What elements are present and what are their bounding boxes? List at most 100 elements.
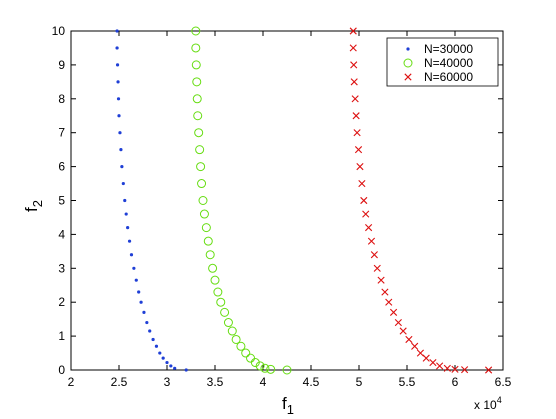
x-multiplier-base: x 10 — [474, 398, 497, 412]
data-point — [461, 366, 469, 374]
x-tick-label: 4.5 — [303, 375, 320, 389]
data-point — [411, 342, 419, 350]
data-point — [266, 364, 276, 374]
data-point — [216, 297, 226, 307]
data-point — [485, 366, 493, 374]
data-point — [389, 308, 398, 316]
data-point — [358, 179, 366, 188]
data-point — [223, 318, 233, 328]
data-point — [123, 198, 127, 203]
x-axis-label-main: f — [282, 394, 287, 413]
data-point — [350, 78, 358, 86]
data-point — [120, 165, 124, 169]
data-point — [195, 145, 205, 155]
data-point — [350, 61, 358, 69]
data-point — [199, 209, 209, 219]
data-point — [282, 365, 292, 375]
data-point — [381, 288, 389, 296]
data-point — [124, 212, 128, 216]
data-point — [365, 224, 373, 232]
data-point — [198, 196, 208, 205]
data-point — [451, 365, 459, 373]
data-point — [121, 181, 125, 186]
y-tick-label: 7 — [58, 126, 65, 140]
y-tick-label: 5 — [58, 194, 65, 208]
legend-box — [386, 37, 499, 87]
data-point — [351, 95, 359, 103]
data-point — [118, 131, 122, 135]
x-tick-label: 6.5 — [495, 375, 512, 389]
data-point — [197, 179, 207, 189]
data-point — [191, 26, 201, 36]
data-point — [367, 237, 376, 245]
data-point — [213, 287, 223, 297]
data-point — [115, 29, 119, 33]
x-axis-label: f1 — [282, 394, 294, 417]
y-tick-label: 10 — [52, 24, 66, 38]
data-point — [194, 128, 204, 138]
data-point — [394, 318, 402, 327]
data-point — [227, 326, 237, 336]
y-tick-label: 9 — [58, 58, 65, 72]
x-tick-label: 2 — [68, 375, 75, 389]
data-point — [142, 310, 146, 314]
data-point — [443, 364, 451, 372]
data-point — [137, 290, 141, 294]
data-point — [231, 334, 241, 344]
x-tick-label: 6 — [452, 375, 459, 389]
data-point — [126, 226, 130, 230]
data-point — [148, 329, 152, 333]
series-1 — [191, 26, 292, 375]
data-point — [220, 307, 230, 317]
data-point — [260, 363, 270, 373]
data-point — [117, 114, 121, 118]
data-point — [241, 348, 251, 358]
data-point — [116, 97, 121, 101]
y-axis-label-sub: 2 — [30, 200, 45, 207]
legend-label: N=40000 — [424, 56, 473, 70]
legend-marker — [404, 73, 412, 81]
x-axis-label-sub: 1 — [287, 402, 294, 417]
data-point — [354, 146, 363, 154]
legend-marker — [403, 58, 413, 68]
data-point — [356, 163, 364, 171]
data-point — [201, 223, 211, 233]
data-point — [132, 266, 136, 270]
data-point — [205, 250, 215, 260]
data-point — [169, 364, 173, 368]
data-point — [362, 210, 370, 218]
x-tick-label: 2.5 — [111, 375, 128, 389]
axis-ticks: 2 2.5 3 3.5 4 4.5 5 5.5 6 6.5 0 1 2 3 4 5 6 7 8 9 10 — [52, 24, 512, 389]
data-point — [352, 112, 360, 120]
series-0 — [115, 29, 188, 372]
data-point — [119, 148, 123, 152]
data-point — [203, 236, 213, 246]
data-point — [210, 275, 220, 285]
data-point — [127, 239, 132, 243]
y-tick-label: 3 — [58, 261, 65, 275]
data-point — [353, 129, 361, 137]
data-point — [116, 80, 120, 84]
data-point — [405, 335, 413, 344]
x-tick-label: 3 — [164, 375, 171, 389]
data-point — [196, 162, 206, 172]
data-point — [360, 196, 368, 205]
series-group — [115, 26, 493, 375]
data-point — [236, 341, 246, 351]
data-point — [250, 358, 260, 368]
data-point — [192, 77, 202, 87]
data-point — [129, 253, 134, 257]
x-multiplier-exp: 4 — [497, 395, 502, 405]
data-point — [422, 354, 430, 362]
legend-label: N=60000 — [424, 70, 473, 84]
data-point — [115, 46, 119, 50]
x-tick-label: 5.5 — [399, 375, 416, 389]
data-point — [377, 276, 385, 284]
legend-label: N=30000 — [424, 42, 473, 56]
x-multiplier: x 104 — [474, 395, 502, 412]
y-axis-label: f2 — [22, 200, 45, 212]
data-point — [193, 111, 203, 121]
y-tick-label: 0 — [58, 363, 65, 377]
y-tick-label: 8 — [58, 92, 65, 106]
x-tick-label: 3.5 — [207, 375, 224, 389]
